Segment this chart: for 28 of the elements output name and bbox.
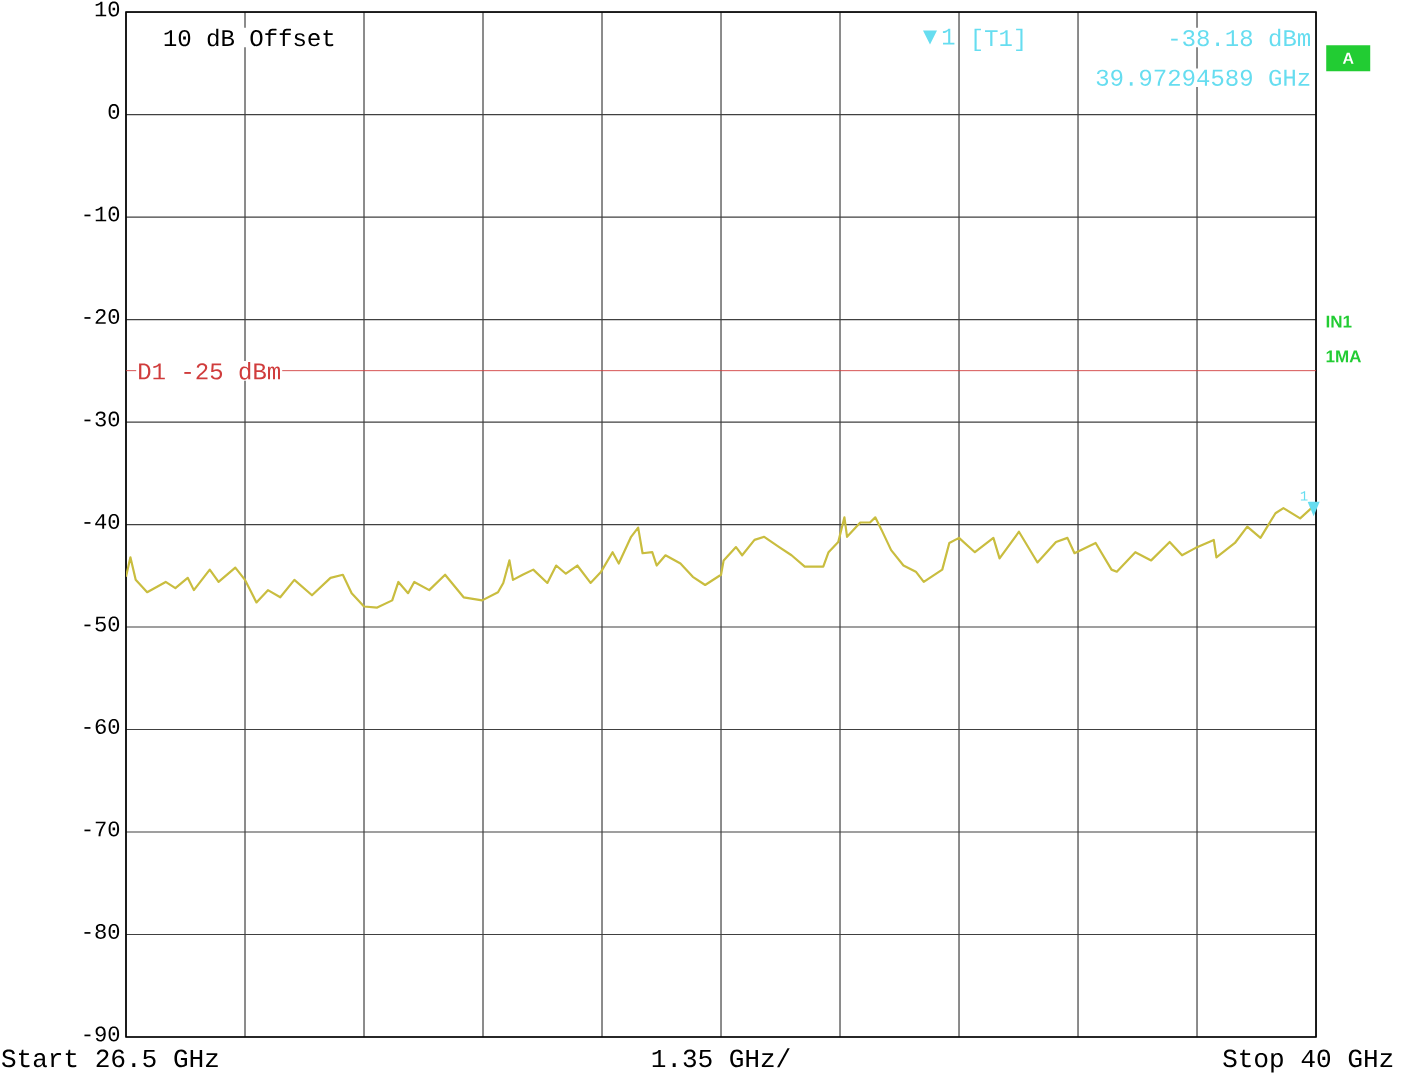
text: A [1342, 52, 1354, 64]
text: GHz [174, 1049, 218, 1068]
text: Start [1, 1049, 77, 1068]
text: GHz [1348, 1049, 1393, 1068]
ref-line-label: D1 -25 dBm [139, 361, 280, 380]
y-tick-label: -40 [84, 514, 120, 529]
annotation: -38.18 dBm [1171, 28, 1310, 47]
annotation: 1 [942, 28, 955, 45]
x-tick-label: 40 [1301, 1049, 1331, 1068]
x-axis-title: 1.35 GHz/ [652, 1048, 790, 1068]
annotation: 39.97294589 GHz [1096, 69, 1310, 86]
y-tick-label: 10 [95, 1, 120, 17]
y-tick-label: -20 [84, 309, 120, 325]
y-tick-label: -90 [84, 1026, 120, 1042]
text: Stop [1223, 1049, 1283, 1073]
y-tick-label: 0 [108, 104, 120, 120]
y-tick-label: -70 [84, 821, 120, 837]
annotation: [T1] [974, 28, 1023, 52]
annotation: 10 dB Offset [164, 28, 334, 47]
text: IN1 [1326, 315, 1352, 328]
x-tick-label: 26.5 [96, 1049, 156, 1068]
annotation: 1 [1300, 491, 1308, 501]
y-tick-label: -50 [84, 616, 120, 632]
y-tick-label: -60 [84, 719, 120, 734]
y-tick-label: -30 [84, 411, 120, 427]
y-tick-label: -80 [84, 924, 120, 939]
text: 1MA [1326, 350, 1361, 363]
y-tick-label: -10 [84, 206, 120, 222]
